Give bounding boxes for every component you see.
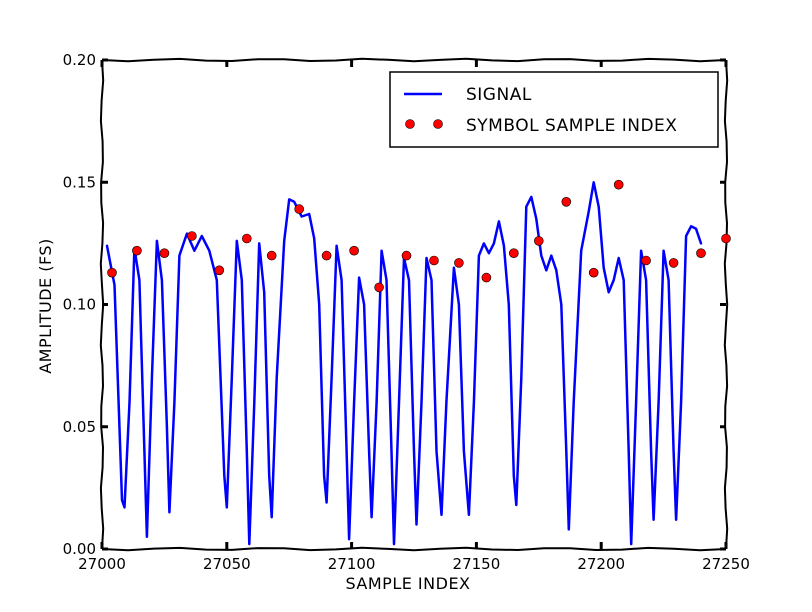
x-tick-label: 27200 — [577, 555, 625, 573]
symbol-marker — [481, 272, 492, 283]
symbol-marker — [613, 179, 624, 190]
symbol-marker — [242, 233, 252, 244]
symbol-marker — [107, 267, 117, 278]
x-tick-label: 27150 — [453, 555, 501, 573]
x-tick-label: 27050 — [203, 555, 251, 573]
legend-symbol-marker — [405, 119, 415, 129]
legend-box — [389, 71, 719, 148]
symbol-marker — [561, 197, 572, 207]
signal-line — [105, 181, 703, 546]
x-axis-ticks: 27000 27050 27100 27150 27200 27250 — [78, 60, 750, 573]
symbol-marker — [588, 267, 599, 278]
symbol-marker — [214, 265, 225, 276]
legend-signal-label: SIGNAL — [466, 85, 532, 105]
y-tick-label: 0.10 — [63, 296, 96, 314]
symbol-marker — [159, 248, 170, 258]
legend-symbol-label: SYMBOL SAMPLE INDEX — [466, 116, 677, 136]
symbol-marker — [321, 250, 332, 261]
symbol-marker — [721, 233, 731, 244]
x-tick-label: 27250 — [702, 555, 750, 573]
plot-area — [99, 57, 731, 552]
symbol-marker — [696, 248, 706, 258]
symbol-marker — [508, 248, 519, 258]
y-tick-label: 0.15 — [63, 173, 96, 191]
symbol-marker — [401, 250, 412, 261]
symbol-marker — [668, 258, 679, 268]
y-tick-label: 0.05 — [63, 418, 96, 436]
symbol-marker — [266, 250, 277, 261]
x-tick-label: 27100 — [328, 555, 376, 573]
symbol-marker — [454, 258, 464, 268]
legend-symbol-marker — [433, 119, 443, 129]
symbol-marker — [641, 255, 651, 266]
x-axis-title: SAMPLE INDEX — [345, 574, 470, 593]
symbol-marker — [132, 245, 142, 256]
symbol-marker — [294, 204, 305, 214]
y-tick-label: 0.20 — [63, 51, 96, 69]
symbol-marker — [349, 245, 359, 256]
x-tick-label: 27000 — [78, 555, 126, 573]
y-axis-title: AMPLITUDE (FS) — [36, 238, 55, 374]
symbol-marker — [187, 231, 197, 241]
y-tick-label: 0.00 — [63, 540, 96, 558]
legend: SIGNAL SYMBOL SAMPLE INDEX — [389, 71, 719, 148]
plot-frame — [99, 57, 729, 552]
symbol-marker — [533, 236, 544, 246]
symbol-marker — [429, 255, 439, 266]
symbol-marker — [374, 282, 384, 293]
